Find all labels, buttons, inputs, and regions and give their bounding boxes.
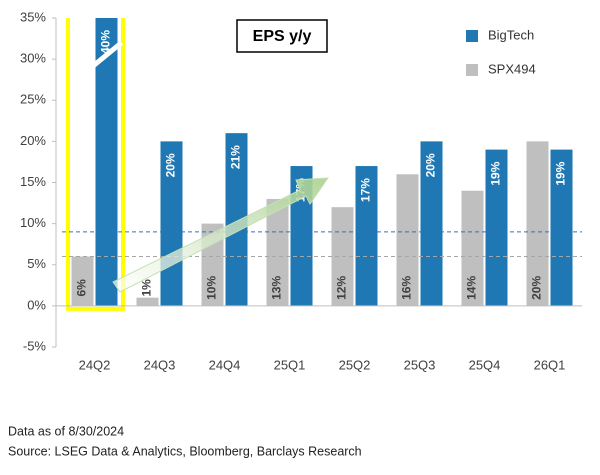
legend-swatch [466, 30, 478, 42]
y-tick-label: 0% [27, 297, 46, 312]
bar [485, 149, 508, 306]
value-label: 40% [99, 30, 113, 54]
y-tick-label: 20% [20, 133, 46, 148]
value-label: 1% [140, 279, 154, 297]
source: Source: LSEG Data & Analytics, Bloomberg… [8, 444, 362, 458]
bar [396, 174, 419, 306]
value-label: 12% [335, 276, 349, 300]
x-tick-label: 24Q2 [79, 357, 111, 372]
axis-break [89, 40, 124, 70]
bar [550, 149, 573, 306]
x-tick-label: 26Q1 [534, 357, 566, 372]
value-label: 6% [75, 279, 89, 297]
y-tick-label: 10% [20, 215, 46, 230]
footnote: Data as of 8/30/2024 [8, 424, 124, 438]
value-label: 10% [205, 276, 219, 300]
x-tick-label: 25Q3 [404, 357, 436, 372]
bar [95, 18, 118, 306]
value-label: 20% [424, 153, 438, 177]
y-tick-label: 5% [27, 256, 46, 271]
value-label: 21% [229, 145, 243, 169]
bar [136, 297, 159, 306]
legend-label: SPX494 [488, 61, 536, 76]
chart-title: EPS y/y [253, 28, 312, 45]
value-label: 16% [400, 276, 414, 300]
bar [355, 166, 378, 306]
legend-swatch [466, 64, 478, 76]
value-label: 13% [270, 276, 284, 300]
labels: -5% 0% 5% 10% 15% 20% 25% 30% 35% 6% 1% 10% 13% 12% 16… [20, 9, 582, 372]
y-tick-label: -5% [23, 338, 47, 353]
x-tick-label: 25Q2 [339, 357, 371, 372]
y-tick-label: 30% [20, 51, 46, 66]
y-tick-label: 35% [20, 9, 46, 24]
bar [461, 190, 484, 306]
value-label: 20% [530, 276, 544, 300]
x-tick-label: 24Q4 [209, 357, 241, 372]
x-tick-label: 25Q1 [274, 357, 306, 372]
bar [266, 198, 289, 306]
y-tick-label: 15% [20, 174, 46, 189]
bar [420, 141, 443, 306]
trend-arrow [112, 177, 329, 293]
bar [225, 133, 248, 306]
value-label: 20% [164, 153, 178, 177]
title-box [236, 19, 328, 53]
plot-area [56, 18, 582, 311]
value-label: 14% [465, 276, 479, 300]
y-tick-label: 25% [20, 92, 46, 107]
highlight-box [66, 18, 125, 311]
bar [71, 256, 94, 306]
value-label: 19% [489, 161, 503, 185]
value-label: 17% [359, 178, 373, 202]
x-tick-label: 24Q3 [144, 357, 176, 372]
bar [526, 141, 549, 306]
x-tick-label: 25Q4 [469, 357, 501, 372]
legend-label: BigTech [488, 27, 534, 42]
value-label: 19% [554, 161, 568, 185]
